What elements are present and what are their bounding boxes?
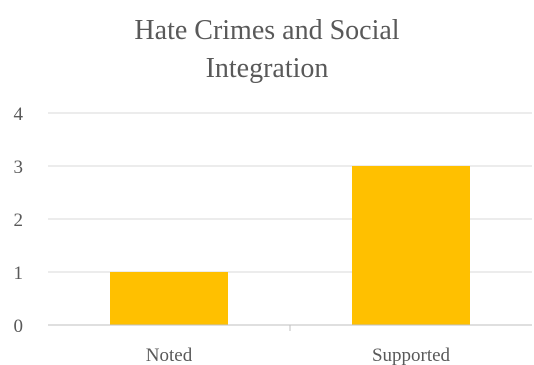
x-axis [48, 324, 532, 331]
y-tick-labels: 0 1 2 3 4 [14, 104, 24, 337]
bar-supported [352, 166, 470, 325]
x-tick-label-supported: Supported [372, 345, 451, 365]
chart-title: Hate Crimes and Social Integration [0, 12, 534, 88]
x-tick-label-noted: Noted [146, 345, 193, 365]
chart-title-line-2: Integration [205, 53, 329, 84]
y-tick-label-4: 4 [14, 104, 24, 125]
y-tick-label-2: 2 [14, 210, 24, 231]
bars [110, 166, 470, 325]
y-tick-label-1: 1 [14, 263, 24, 284]
y-tick-label-0: 0 [14, 316, 24, 337]
bar-noted [110, 272, 228, 325]
x-tick-labels: Noted Supported [146, 345, 451, 365]
chart-title-line-1: Hate Crimes and Social [134, 15, 400, 46]
y-tick-label-3: 3 [14, 157, 24, 178]
